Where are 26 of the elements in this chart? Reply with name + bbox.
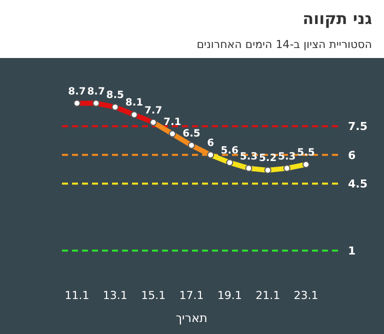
x-tick-label: 11.1 xyxy=(64,289,90,302)
data-label: 8.7 xyxy=(68,86,86,98)
x-tick-label: 21.1 xyxy=(256,289,280,302)
ref-line-label: 7.5 xyxy=(348,120,368,134)
x-tick-label: 19.1 xyxy=(217,289,242,302)
data-label: 5.3 xyxy=(278,151,296,162)
data-label: 8.7 xyxy=(87,86,105,98)
ref-line-label: 1 xyxy=(348,244,356,258)
chart-title: גני תקווה xyxy=(302,9,372,28)
x-tick-label: 23.1 xyxy=(294,289,318,302)
x-tick-label: 15.1 xyxy=(141,289,166,302)
x-axis-title: תאריך xyxy=(176,311,208,325)
data-label: 5.6 xyxy=(220,146,239,157)
x-tick-label: 17.1 xyxy=(179,289,204,302)
x-tick-label: 13.1 xyxy=(102,289,128,302)
data-label: 8.1 xyxy=(125,98,144,109)
ref-line-label: 4.5 xyxy=(348,178,368,191)
data-label: 5.2 xyxy=(258,153,277,164)
data-label: 6.5 xyxy=(182,128,200,140)
chart-subtitle: הסטוריית הציון ב-14 הימים האחרונים xyxy=(196,38,372,51)
data-label: 7.7 xyxy=(144,105,162,116)
data-label: 8.5 xyxy=(106,90,124,102)
data-label: 6 xyxy=(207,138,214,149)
data-label: 7.1 xyxy=(164,116,182,128)
data-label: 5.5 xyxy=(297,147,315,158)
ref-line-label: 6 xyxy=(348,148,356,162)
